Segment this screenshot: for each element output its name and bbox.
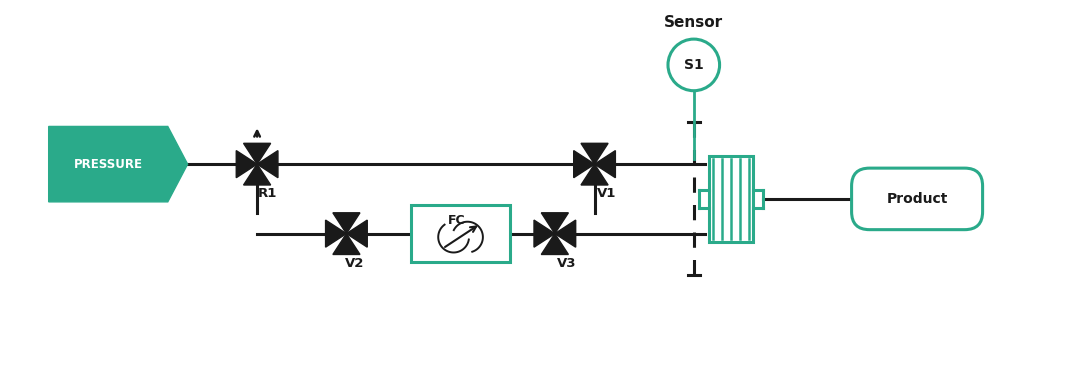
FancyBboxPatch shape — [851, 168, 983, 230]
Polygon shape — [595, 151, 615, 178]
Polygon shape — [346, 220, 367, 247]
Polygon shape — [49, 127, 188, 202]
Polygon shape — [244, 164, 270, 185]
Polygon shape — [333, 234, 360, 255]
Polygon shape — [326, 220, 346, 247]
Polygon shape — [541, 234, 568, 255]
Polygon shape — [581, 164, 608, 185]
Circle shape — [668, 39, 720, 91]
Polygon shape — [581, 143, 608, 164]
Text: Product: Product — [886, 192, 947, 206]
FancyBboxPatch shape — [709, 156, 753, 242]
Text: Sensor: Sensor — [664, 15, 723, 30]
Text: PRESSURE: PRESSURE — [74, 158, 143, 170]
Polygon shape — [574, 151, 595, 178]
Text: V2: V2 — [345, 257, 364, 270]
FancyBboxPatch shape — [411, 205, 511, 262]
Polygon shape — [257, 151, 278, 178]
Text: V1: V1 — [597, 187, 616, 200]
Polygon shape — [541, 213, 568, 234]
Polygon shape — [236, 151, 257, 178]
Text: FC: FC — [447, 214, 466, 227]
Polygon shape — [534, 220, 555, 247]
Polygon shape — [333, 213, 360, 234]
Polygon shape — [555, 220, 576, 247]
Text: S1: S1 — [684, 58, 704, 72]
Text: V3: V3 — [557, 257, 577, 270]
Polygon shape — [244, 143, 270, 164]
Text: R1: R1 — [257, 187, 277, 200]
